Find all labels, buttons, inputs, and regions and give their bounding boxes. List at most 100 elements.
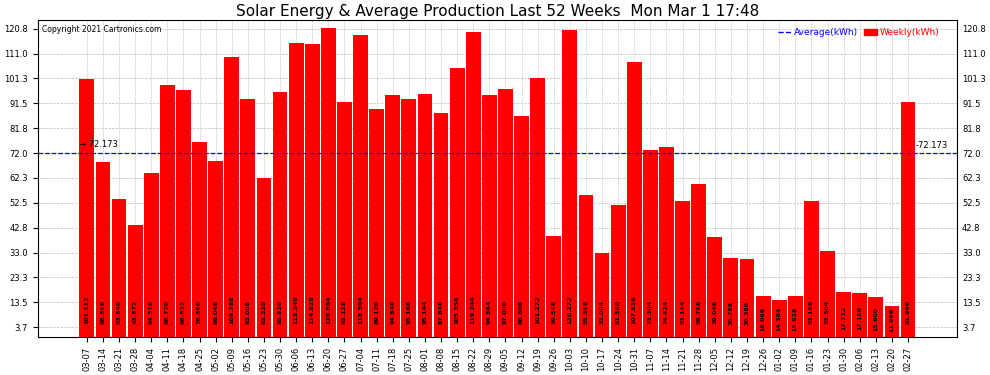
Bar — [241, 99, 255, 337]
Bar — [208, 160, 223, 337]
Text: 39.548: 39.548 — [551, 300, 556, 324]
Text: 86.608: 86.608 — [519, 300, 524, 324]
Bar — [627, 62, 642, 337]
Title: Solar Energy & Average Production Last 52 Weeks  Mon Mar 1 17:48: Solar Energy & Average Production Last 5… — [236, 4, 759, 19]
Text: 95.144: 95.144 — [423, 300, 428, 324]
Text: 39.048: 39.048 — [712, 300, 718, 324]
Bar — [160, 85, 175, 337]
Text: 101.272: 101.272 — [536, 296, 541, 324]
Text: 93.008: 93.008 — [246, 300, 250, 324]
Text: 89.120: 89.120 — [374, 300, 379, 324]
Text: 120.804: 120.804 — [326, 296, 331, 324]
Text: 14.384: 14.384 — [777, 307, 782, 332]
Text: 53.168: 53.168 — [809, 300, 814, 324]
Bar — [611, 205, 626, 337]
Text: 64.316: 64.316 — [148, 300, 153, 324]
Bar — [546, 236, 561, 337]
Text: 33.004: 33.004 — [600, 300, 605, 324]
Text: 120.272: 120.272 — [567, 296, 572, 324]
Text: 93.168: 93.168 — [406, 300, 412, 324]
Bar — [691, 184, 706, 337]
Bar — [353, 35, 368, 337]
Bar — [659, 147, 674, 337]
Bar — [385, 95, 400, 337]
Bar — [514, 116, 529, 337]
Text: 92.128: 92.128 — [342, 300, 346, 324]
Text: → 72.173: → 72.173 — [79, 140, 118, 149]
Bar — [402, 99, 416, 337]
Bar — [289, 43, 304, 337]
Bar — [498, 89, 513, 337]
Text: 114.828: 114.828 — [310, 296, 315, 324]
Bar — [434, 112, 448, 337]
Text: 109.788: 109.788 — [230, 296, 235, 324]
Bar — [449, 68, 464, 337]
Text: 30.768: 30.768 — [729, 301, 734, 325]
Bar — [755, 296, 770, 337]
Bar — [144, 172, 158, 337]
Bar — [321, 28, 336, 337]
Bar — [708, 237, 723, 337]
Text: 53.144: 53.144 — [680, 300, 685, 324]
Text: 91.996: 91.996 — [906, 300, 911, 324]
Bar — [643, 150, 657, 337]
Bar — [192, 142, 207, 337]
Bar — [740, 259, 754, 337]
Bar — [272, 92, 287, 337]
Text: 43.872: 43.872 — [133, 300, 138, 324]
Bar — [176, 90, 191, 337]
Bar — [96, 162, 110, 337]
Text: 94.640: 94.640 — [390, 300, 395, 324]
Bar — [804, 201, 819, 337]
Text: 15.928: 15.928 — [793, 306, 798, 331]
Text: 53.840: 53.840 — [117, 300, 122, 324]
Bar — [562, 30, 577, 337]
Bar — [675, 201, 690, 337]
Bar — [852, 293, 867, 337]
Bar — [128, 225, 143, 337]
Bar — [788, 296, 803, 337]
Bar — [305, 44, 320, 337]
Text: 15.600: 15.600 — [873, 307, 878, 331]
Text: 68.568: 68.568 — [100, 300, 106, 324]
Bar — [337, 102, 351, 337]
Text: 95.920: 95.920 — [277, 300, 282, 324]
Bar — [466, 33, 481, 337]
Bar — [225, 57, 240, 337]
Text: 73.304: 73.304 — [647, 300, 652, 324]
Bar — [820, 251, 835, 337]
Text: 76.360: 76.360 — [197, 300, 202, 324]
Text: 101.112: 101.112 — [84, 296, 89, 324]
Bar — [837, 292, 851, 337]
Bar — [868, 297, 883, 337]
Text: 97.000: 97.000 — [503, 300, 508, 324]
Bar — [901, 102, 916, 337]
Bar — [724, 258, 739, 337]
Bar — [578, 195, 593, 337]
Text: 30.380: 30.380 — [744, 301, 749, 325]
Legend: Average(kWh), Weekly(kWh): Average(kWh), Weekly(kWh) — [774, 25, 943, 41]
Text: 55.388: 55.388 — [583, 300, 588, 324]
Text: 98.720: 98.720 — [165, 300, 170, 324]
Text: 16.068: 16.068 — [760, 307, 765, 331]
Bar — [772, 300, 787, 337]
Bar — [256, 178, 271, 337]
Text: 119.244: 119.244 — [471, 296, 476, 324]
Text: 94.864: 94.864 — [487, 300, 492, 324]
Text: 51.560: 51.560 — [616, 300, 621, 324]
Text: 87.840: 87.840 — [439, 300, 444, 324]
Bar — [884, 306, 899, 337]
Text: 118.304: 118.304 — [358, 296, 363, 324]
Bar — [482, 95, 497, 337]
Text: 69.048: 69.048 — [213, 300, 218, 324]
Text: 17.732: 17.732 — [842, 306, 846, 330]
Text: 107.816: 107.816 — [632, 296, 637, 324]
Bar — [595, 253, 610, 337]
Text: -72.173: -72.173 — [916, 141, 948, 150]
Text: 33.504: 33.504 — [825, 300, 830, 324]
Text: Copyright 2021 Cartronics.com: Copyright 2021 Cartronics.com — [43, 25, 161, 34]
Text: 59.768: 59.768 — [696, 300, 701, 324]
Text: 96.632: 96.632 — [181, 300, 186, 324]
Bar — [418, 94, 433, 337]
Text: 115.240: 115.240 — [294, 296, 299, 324]
